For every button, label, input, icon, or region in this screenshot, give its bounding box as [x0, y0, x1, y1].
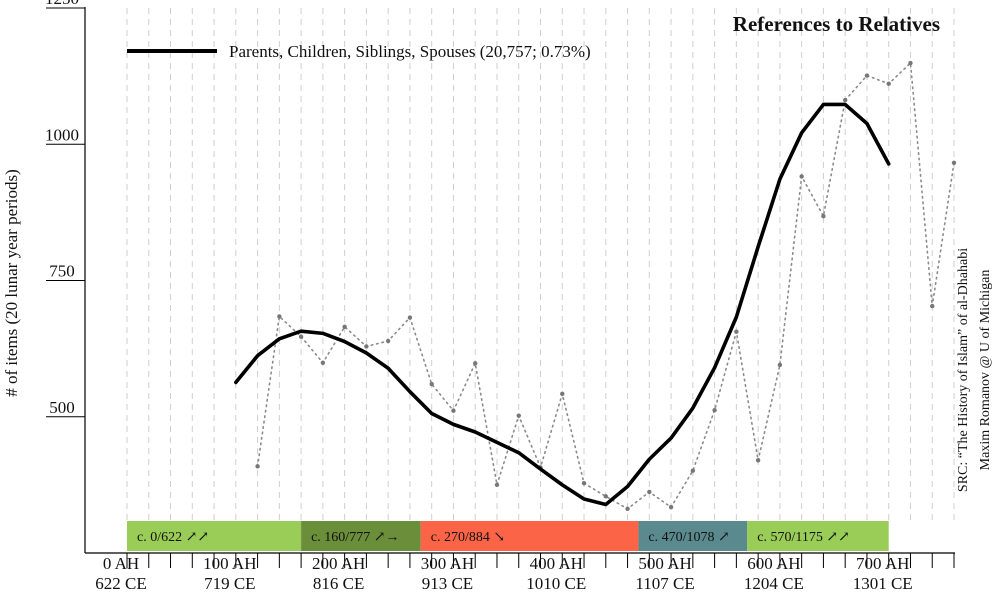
raw-series-point	[690, 468, 696, 473]
period-segment	[420, 521, 639, 551]
raw-series-point	[385, 338, 391, 344]
raw-series-point	[647, 489, 652, 495]
x-tick-label-ah: 0 AH	[103, 554, 139, 573]
raw-series-point	[930, 303, 935, 309]
x-tick-label-ce: 1301 CE	[853, 574, 913, 593]
x-tick-label-ah: 500 AH	[638, 554, 691, 573]
period-segment	[638, 521, 748, 551]
raw-series-point	[951, 160, 957, 165]
raw-series-point	[451, 408, 456, 413]
raw-series-point	[712, 408, 717, 413]
period-label: c. 160/777 ↗→	[311, 530, 399, 545]
x-tick-label-ce: 1107 CE	[635, 574, 694, 593]
x-tick-label-ce: 1010 CE	[526, 574, 586, 593]
raw-series-point	[560, 391, 565, 397]
legend-label: Parents, Children, Siblings, Spouses (20…	[229, 42, 591, 61]
source-note: SRC: “The History of Islam” of al-Dhahab…	[956, 248, 993, 492]
y-tick-label: 1000	[45, 125, 79, 144]
x-tick-label-ce: 816 CE	[313, 574, 364, 593]
y-tick-label: 500	[49, 398, 75, 417]
period-label: c. 0/622 ↗↗	[137, 530, 209, 545]
period-segment	[127, 521, 302, 551]
raw-series-point	[364, 344, 369, 349]
raw-series-point	[603, 494, 608, 499]
raw-series-point	[407, 315, 413, 320]
raw-series-point	[886, 81, 891, 86]
raw-series-point	[342, 324, 347, 330]
raw-series-point	[777, 362, 783, 368]
raw-series-point	[864, 73, 870, 78]
series-lines	[234, 60, 957, 512]
x-tick-label-ce: 719 CE	[204, 574, 255, 593]
period-bar: c. 0/622 ↗↗ c. 160/777 ↗→ c. 270/884 ↘ c. 4…	[127, 521, 889, 551]
raw-series-point	[255, 464, 260, 469]
raw-series-point	[799, 174, 804, 179]
x-tick-label-ah: 600 AH	[747, 554, 800, 573]
raw-series-point	[625, 506, 630, 512]
legend: Parents, Children, Siblings, Spouses (20…	[127, 42, 591, 61]
y-tick-label: 750	[49, 262, 75, 281]
x-tick-label-ah: 400 AH	[530, 554, 583, 573]
x-tick-label-ce: 1204 CE	[744, 574, 804, 593]
raw-series-point	[821, 213, 826, 219]
raw-series-point	[494, 482, 500, 488]
raw-series-point	[668, 505, 674, 510]
period-label: c. 570/1175 ↗↗	[757, 530, 850, 545]
grid-lines	[126, 8, 955, 521]
x-tick-label-ce: 622 CE	[95, 574, 146, 593]
smoothed-series-line	[234, 102, 891, 507]
x-tick-label-ah: 200 AH	[312, 554, 365, 573]
x-tick-label-ah: 100 AH	[203, 554, 256, 573]
x-tick-label-ah: 700 AH	[856, 554, 909, 573]
raw-series-point	[842, 97, 848, 103]
raw-series-point	[298, 334, 304, 339]
raw-series-point	[755, 458, 761, 463]
raw-series-point	[734, 329, 739, 334]
chart-title: References to Relatives	[733, 12, 940, 36]
raw-series-point	[908, 60, 913, 66]
raw-series-point	[473, 361, 478, 366]
period-segment	[747, 521, 889, 551]
raw-series-point	[516, 413, 521, 418]
period-label: c. 270/884 ↘	[431, 530, 505, 545]
raw-series-point	[277, 314, 282, 319]
period-segment	[301, 521, 421, 551]
source-line-1: SRC: “The History of Islam” of al-Dhahab…	[956, 248, 971, 492]
raw-series-point	[581, 481, 587, 486]
raw-series-point	[429, 381, 434, 387]
x-tick-label-ce: 913 CE	[422, 574, 473, 593]
raw-series-point	[320, 360, 326, 365]
y-axis-title: # of items (20 lunar year periods)	[2, 169, 21, 397]
source-line-2: Maxim Romanov @ U of Michigan	[978, 270, 993, 471]
x-tick-label-ah: 300 AH	[421, 554, 474, 573]
y-tick-label: 1250	[45, 0, 79, 8]
period-label: c. 470/1078 ↗	[648, 530, 729, 545]
